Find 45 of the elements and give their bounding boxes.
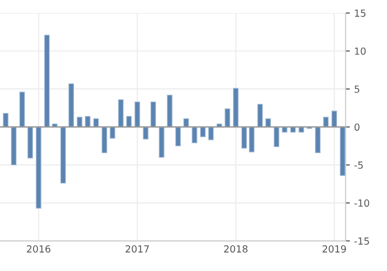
bar: [323, 116, 329, 128]
y-tick-label: 5: [354, 86, 360, 93]
bar: [248, 126, 254, 152]
y-tick-label: -15: [354, 238, 369, 245]
bar: [158, 126, 164, 158]
bar: [166, 94, 172, 128]
x-tick-label: 2019: [322, 245, 346, 253]
y-tick-label: -10: [354, 199, 370, 207]
bar: [331, 110, 338, 128]
bar: [2, 112, 8, 128]
bar: [110, 126, 116, 139]
bar: [192, 126, 198, 144]
bar: [134, 102, 140, 128]
bar: [19, 92, 25, 128]
y-tick-label: 0: [354, 123, 360, 131]
bar: [241, 126, 247, 149]
bar: [150, 102, 156, 128]
bar: [27, 126, 33, 158]
bar: [315, 126, 321, 154]
bar: [76, 116, 82, 128]
bar: [340, 126, 346, 176]
bar: [118, 99, 124, 128]
bar: [175, 126, 181, 146]
bar: [274, 126, 280, 148]
y-tick-label: -5: [354, 162, 363, 169]
bar: [233, 88, 239, 128]
bar: [44, 34, 50, 128]
bar: [84, 116, 90, 128]
x-tick-label: 2018: [224, 245, 248, 253]
bar: [36, 126, 42, 209]
bar: [224, 108, 230, 128]
bar: [290, 126, 296, 133]
x-tick-label: 2017: [126, 245, 149, 253]
bar: [142, 126, 148, 140]
bar: [200, 126, 206, 138]
bar: [10, 126, 17, 166]
y-tick-label: 15: [354, 10, 366, 17]
bar: [102, 126, 108, 154]
bar: [68, 83, 74, 128]
bar: [208, 126, 214, 140]
bar: [126, 116, 132, 128]
bar: [257, 104, 263, 128]
bar: [60, 126, 66, 184]
y-tick-label: 10: [354, 47, 366, 55]
x-tick-label: 2016: [26, 245, 50, 253]
